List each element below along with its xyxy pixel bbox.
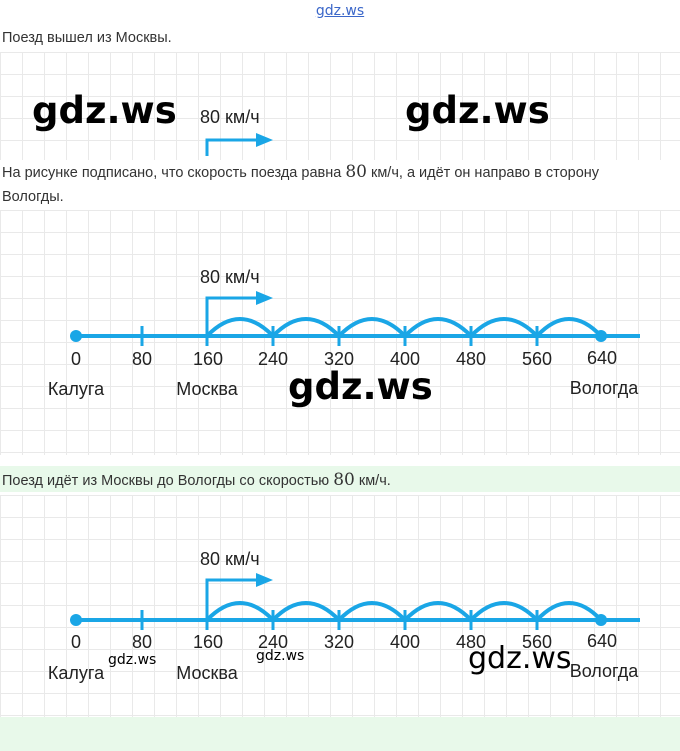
tick-label: 320	[324, 632, 354, 652]
city-label-mid: Москва	[176, 663, 238, 683]
sentence-departure: Поезд вышел из Москвы.	[2, 30, 172, 46]
tick-label: 560	[522, 349, 552, 369]
speed-label: 80 км/ч	[200, 267, 260, 287]
arrow-head	[256, 573, 273, 587]
speed-value: 80	[345, 162, 367, 182]
tick-label: 0	[71, 632, 81, 652]
tick-label: 400	[390, 632, 420, 652]
city-label-start: Калуга	[48, 663, 105, 683]
sentence-speed-end: км/ч, а идёт он направо в сторону	[366, 165, 600, 181]
tick-label: 0	[71, 349, 81, 369]
start-dot	[70, 614, 82, 626]
watermark-small: gdz.ws	[256, 648, 305, 664]
tick-label: 240	[258, 349, 288, 369]
figure-number-line-1: 80 км/ч 0 80 160 240 320 400 480 560 640…	[0, 210, 680, 455]
jump-arc	[271, 317, 341, 338]
tick-label: 640	[587, 348, 617, 368]
tick-label: 160	[193, 349, 223, 369]
figure-speed-arrow: 80 км/ч gdz.ws gdz.ws	[0, 52, 680, 160]
figure-number-line-2: 80 км/ч 0 80 160 240 320 400 480 560 640…	[0, 495, 680, 717]
arrow-shaft	[205, 578, 256, 613]
highlight-band	[0, 466, 680, 492]
tick-label: 560	[522, 632, 552, 652]
jump-arc	[535, 317, 603, 338]
jump-arc	[403, 317, 473, 338]
tick-label: 240	[258, 632, 288, 652]
jump-arc	[469, 601, 539, 622]
tick-label: 640	[587, 631, 617, 651]
sentence-speed-line2: Вологды.	[2, 189, 64, 205]
city-label-start: Калуга	[48, 379, 105, 399]
jump-arc	[403, 601, 473, 622]
tick-label: 80	[132, 632, 152, 652]
speed-arrow-svg: 80 км/ч	[200, 107, 273, 156]
arrow-shaft	[205, 296, 256, 330]
city-label-mid: Москва	[176, 379, 238, 399]
speed-label: 80 км/ч	[200, 549, 260, 569]
arrow-shaft	[205, 138, 256, 156]
jump-arc	[535, 601, 603, 622]
site-link[interactable]: gdz.ws	[315, 3, 365, 19]
watermark: gdz.ws	[288, 365, 433, 408]
arrow-head	[256, 291, 273, 305]
jump-arc	[337, 601, 407, 622]
sentence-route-start: Поезд идёт из Москвы до Вологды со скоро…	[2, 473, 334, 489]
sentence-speed-start: На рисунке подписано, что скорость поезд…	[2, 165, 346, 181]
sentence-speed: На рисунке подписано, что скорость поезд…	[2, 160, 599, 185]
sentence-route: Поезд идёт из Москвы до Вологды со скоро…	[2, 468, 391, 493]
jump-arc	[271, 601, 341, 622]
tick-label: 320	[324, 349, 354, 369]
speed-label: 80 км/ч	[200, 107, 260, 127]
jump-arc	[205, 317, 275, 338]
jump-arc	[337, 317, 407, 338]
city-label-end: Вологда	[570, 661, 640, 681]
tick-label: 400	[390, 349, 420, 369]
watermark: gdz.ws	[405, 89, 550, 132]
arrow-head	[256, 133, 273, 147]
watermark-small: gdz.ws	[108, 652, 157, 668]
jump-arc	[469, 317, 539, 338]
jump-arc	[205, 601, 275, 622]
watermark: gdz.ws	[468, 641, 572, 676]
city-label-end: Вологда	[570, 378, 640, 398]
watermark: gdz.ws	[32, 89, 177, 132]
bottom-highlight-band	[0, 717, 680, 751]
number-line-svg-2: 80 км/ч 0 80 160 240 320 400 480 560 640…	[48, 549, 640, 683]
number-line-svg-1: 80 км/ч 0 80 160 240 320 400 480 560 640…	[48, 267, 640, 399]
tick-label: 80	[132, 349, 152, 369]
sentence-route-end: км/ч.	[354, 473, 391, 489]
tick-label: 160	[193, 632, 223, 652]
tick-label: 480	[456, 632, 486, 652]
route-speed-value: 80	[333, 470, 355, 490]
tick-label: 480	[456, 349, 486, 369]
start-dot	[70, 330, 82, 342]
